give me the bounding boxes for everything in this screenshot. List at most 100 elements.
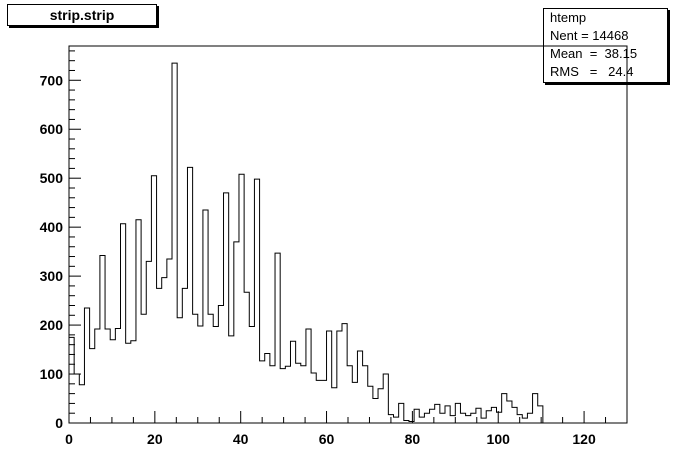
histogram-bar <box>430 409 435 423</box>
histogram-bar <box>141 314 146 423</box>
histogram-bar <box>146 261 151 423</box>
histogram-bar <box>157 288 162 423</box>
histogram-bar <box>327 331 332 423</box>
histogram-bar <box>466 416 471 423</box>
histogram-bar <box>533 394 538 423</box>
histogram-bar <box>105 329 110 423</box>
histogram-bar <box>198 326 203 423</box>
histogram-bar <box>290 341 295 423</box>
histogram-bar <box>497 412 502 423</box>
histogram-bar <box>491 407 496 423</box>
histogram-bar <box>234 242 239 423</box>
histogram-outline <box>68 62 544 423</box>
histogram-bar <box>460 413 465 423</box>
histogram-bar <box>435 404 440 423</box>
histogram-title: strip.strip <box>49 7 115 23</box>
histogram-bar <box>218 305 223 423</box>
histogram-bar <box>517 415 522 423</box>
histogram-bar <box>383 374 388 423</box>
histogram-bar <box>373 399 378 423</box>
histogram-bar <box>363 366 368 423</box>
y-tick-label: 600 <box>40 121 64 137</box>
stats-entries: Nent = 14468 <box>550 28 629 43</box>
histogram-bar <box>74 374 79 423</box>
histogram-bar <box>126 343 131 423</box>
histogram-bar <box>311 373 316 423</box>
x-tick-label: 20 <box>147 431 163 447</box>
histogram-bar <box>172 63 177 423</box>
histogram-bar <box>352 382 357 423</box>
x-tick-label: 40 <box>233 431 249 447</box>
histogram-bar <box>100 256 105 423</box>
histogram-bar <box>424 413 429 423</box>
histogram-bar <box>84 308 89 423</box>
histogram-bar <box>342 324 347 423</box>
histogram-bar <box>481 418 486 423</box>
histogram-bar <box>538 406 543 423</box>
stats-name: htemp <box>550 10 587 25</box>
histogram-bar <box>121 224 126 423</box>
y-tick-label: 0 <box>55 415 63 431</box>
histogram-bar <box>275 253 280 423</box>
histogram-bar <box>270 366 275 423</box>
histogram-bar <box>440 413 445 423</box>
y-tick-label: 300 <box>40 268 64 284</box>
histogram-title-box: strip.strip <box>7 4 157 26</box>
histogram-bar <box>260 361 265 423</box>
histogram-bar <box>239 174 244 423</box>
histogram-bar <box>414 409 419 423</box>
histogram-bar <box>393 417 398 423</box>
histogram-bar <box>455 403 460 423</box>
histogram-bar <box>280 369 285 423</box>
histogram-bar <box>203 210 208 423</box>
histogram-bar <box>502 394 507 423</box>
histogram-bar <box>69 337 74 423</box>
histogram-bar <box>167 259 172 423</box>
y-tick-label: 400 <box>40 219 64 235</box>
histogram-bar <box>409 422 414 423</box>
histogram-bar <box>177 318 182 423</box>
histogram-bar <box>193 314 198 423</box>
y-tick-label: 500 <box>40 170 64 186</box>
histogram-bar <box>244 292 249 423</box>
histogram-bar <box>151 176 156 423</box>
stats-mean: Mean = 38.15 <box>550 46 638 61</box>
histogram-bar <box>507 401 512 423</box>
histogram-bar <box>404 421 409 423</box>
x-tick-label: 0 <box>65 431 73 447</box>
histogram-bar <box>187 167 192 423</box>
histogram-bar <box>213 327 218 423</box>
histogram-bar <box>419 417 424 423</box>
y-tick-label: 700 <box>40 72 64 88</box>
histogram-bar <box>332 388 337 423</box>
histogram-bar <box>347 366 352 423</box>
histogram-bar <box>399 403 404 423</box>
histogram-bar <box>249 327 254 423</box>
histogram-bar <box>388 415 393 423</box>
x-tick-label: 100 <box>487 431 511 447</box>
histogram-bar <box>136 220 141 423</box>
histogram-bar <box>357 351 362 423</box>
histogram-bar <box>368 386 373 423</box>
histogram-bar <box>378 389 383 423</box>
histogram-bar <box>95 329 100 423</box>
histogram-bars <box>68 62 544 423</box>
y-tick-label: 100 <box>40 366 64 382</box>
histogram-bar <box>285 366 290 423</box>
x-tick-label: 120 <box>572 431 596 447</box>
histogram-bar <box>79 385 84 423</box>
histogram-bar <box>110 340 115 423</box>
histogram-bar <box>115 329 120 423</box>
y-tick-label: 200 <box>40 317 64 333</box>
histogram-bar <box>471 413 476 423</box>
histogram-bar <box>445 406 450 423</box>
histogram-bar <box>316 380 321 423</box>
histogram-bar <box>229 336 234 423</box>
histogram-bar <box>476 408 481 423</box>
histogram-bar <box>522 418 527 423</box>
histogram-bar <box>254 179 259 423</box>
histogram-bar <box>306 329 311 423</box>
histogram-bar <box>296 363 301 423</box>
x-tick-label: 60 <box>319 431 335 447</box>
histogram-bar <box>527 413 532 423</box>
